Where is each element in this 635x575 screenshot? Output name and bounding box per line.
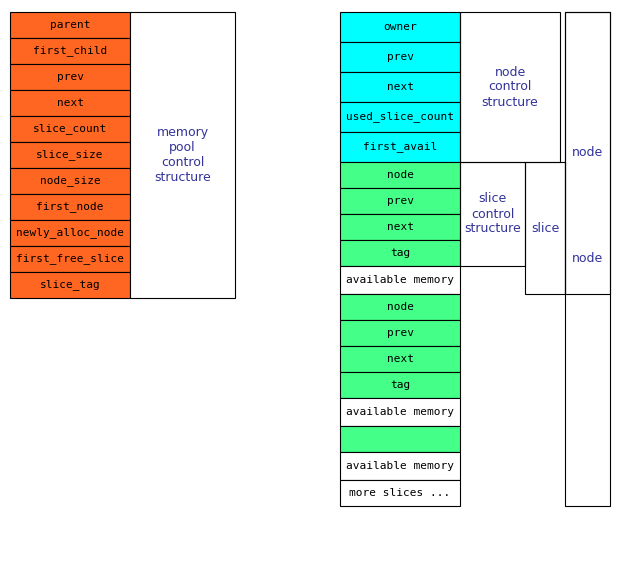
Text: prev: prev bbox=[387, 328, 413, 338]
Text: first_child: first_child bbox=[33, 45, 107, 56]
Bar bbox=[460, 12, 560, 162]
Bar bbox=[340, 266, 460, 294]
Bar bbox=[10, 246, 130, 272]
Text: prev: prev bbox=[57, 72, 83, 82]
Bar bbox=[340, 214, 460, 240]
Text: node: node bbox=[387, 170, 413, 180]
Text: memory
pool
control
structure: memory pool control structure bbox=[154, 126, 211, 184]
Bar bbox=[525, 162, 565, 294]
Text: available memory: available memory bbox=[346, 407, 454, 417]
Bar bbox=[340, 398, 460, 426]
Text: used_slice_count: used_slice_count bbox=[346, 112, 454, 122]
Text: next: next bbox=[387, 354, 413, 364]
Bar bbox=[340, 480, 460, 506]
Bar bbox=[340, 346, 460, 372]
Text: slice
control
structure: slice control structure bbox=[464, 193, 521, 236]
Bar bbox=[10, 142, 130, 168]
Bar bbox=[340, 188, 460, 214]
Bar bbox=[340, 452, 460, 480]
Bar bbox=[460, 162, 525, 266]
Bar bbox=[10, 272, 130, 298]
Text: node: node bbox=[572, 147, 603, 159]
Bar bbox=[340, 72, 460, 102]
Text: slice_count: slice_count bbox=[33, 124, 107, 135]
Text: tag: tag bbox=[390, 248, 410, 258]
Text: parent: parent bbox=[50, 20, 90, 30]
Text: node: node bbox=[387, 302, 413, 312]
Text: first_node: first_node bbox=[36, 202, 104, 212]
Bar bbox=[340, 320, 460, 346]
Text: next: next bbox=[387, 82, 413, 92]
Text: first_free_slice: first_free_slice bbox=[16, 254, 124, 264]
Bar bbox=[340, 102, 460, 132]
Text: node_size: node_size bbox=[39, 175, 100, 186]
Bar bbox=[10, 12, 130, 38]
Bar bbox=[340, 12, 460, 42]
Bar bbox=[340, 294, 460, 320]
Bar bbox=[340, 42, 460, 72]
Text: node: node bbox=[572, 252, 603, 266]
Bar bbox=[340, 132, 460, 162]
Bar bbox=[340, 240, 460, 266]
Bar bbox=[10, 194, 130, 220]
Text: more slices ...: more slices ... bbox=[349, 488, 451, 498]
Text: node
control
structure: node control structure bbox=[481, 66, 538, 109]
Bar bbox=[130, 12, 235, 298]
Bar bbox=[10, 116, 130, 142]
Text: slice: slice bbox=[531, 221, 559, 235]
Text: next: next bbox=[57, 98, 83, 108]
Text: prev: prev bbox=[387, 196, 413, 206]
Bar bbox=[10, 90, 130, 116]
Bar bbox=[565, 12, 610, 506]
Text: prev: prev bbox=[387, 52, 413, 62]
Bar bbox=[10, 168, 130, 194]
Text: tag: tag bbox=[390, 380, 410, 390]
Text: newly_alloc_node: newly_alloc_node bbox=[16, 228, 124, 239]
Text: slice_tag: slice_tag bbox=[39, 279, 100, 290]
Bar bbox=[340, 162, 460, 188]
Bar bbox=[340, 426, 460, 452]
Text: slice_size: slice_size bbox=[36, 150, 104, 160]
Bar bbox=[565, 12, 610, 294]
Text: owner: owner bbox=[383, 22, 417, 32]
Text: first_avail: first_avail bbox=[363, 141, 437, 152]
Text: next: next bbox=[387, 222, 413, 232]
Bar bbox=[10, 64, 130, 90]
Bar bbox=[10, 38, 130, 64]
Bar bbox=[340, 372, 460, 398]
Bar bbox=[10, 220, 130, 246]
Text: available memory: available memory bbox=[346, 275, 454, 285]
Text: available memory: available memory bbox=[346, 461, 454, 471]
